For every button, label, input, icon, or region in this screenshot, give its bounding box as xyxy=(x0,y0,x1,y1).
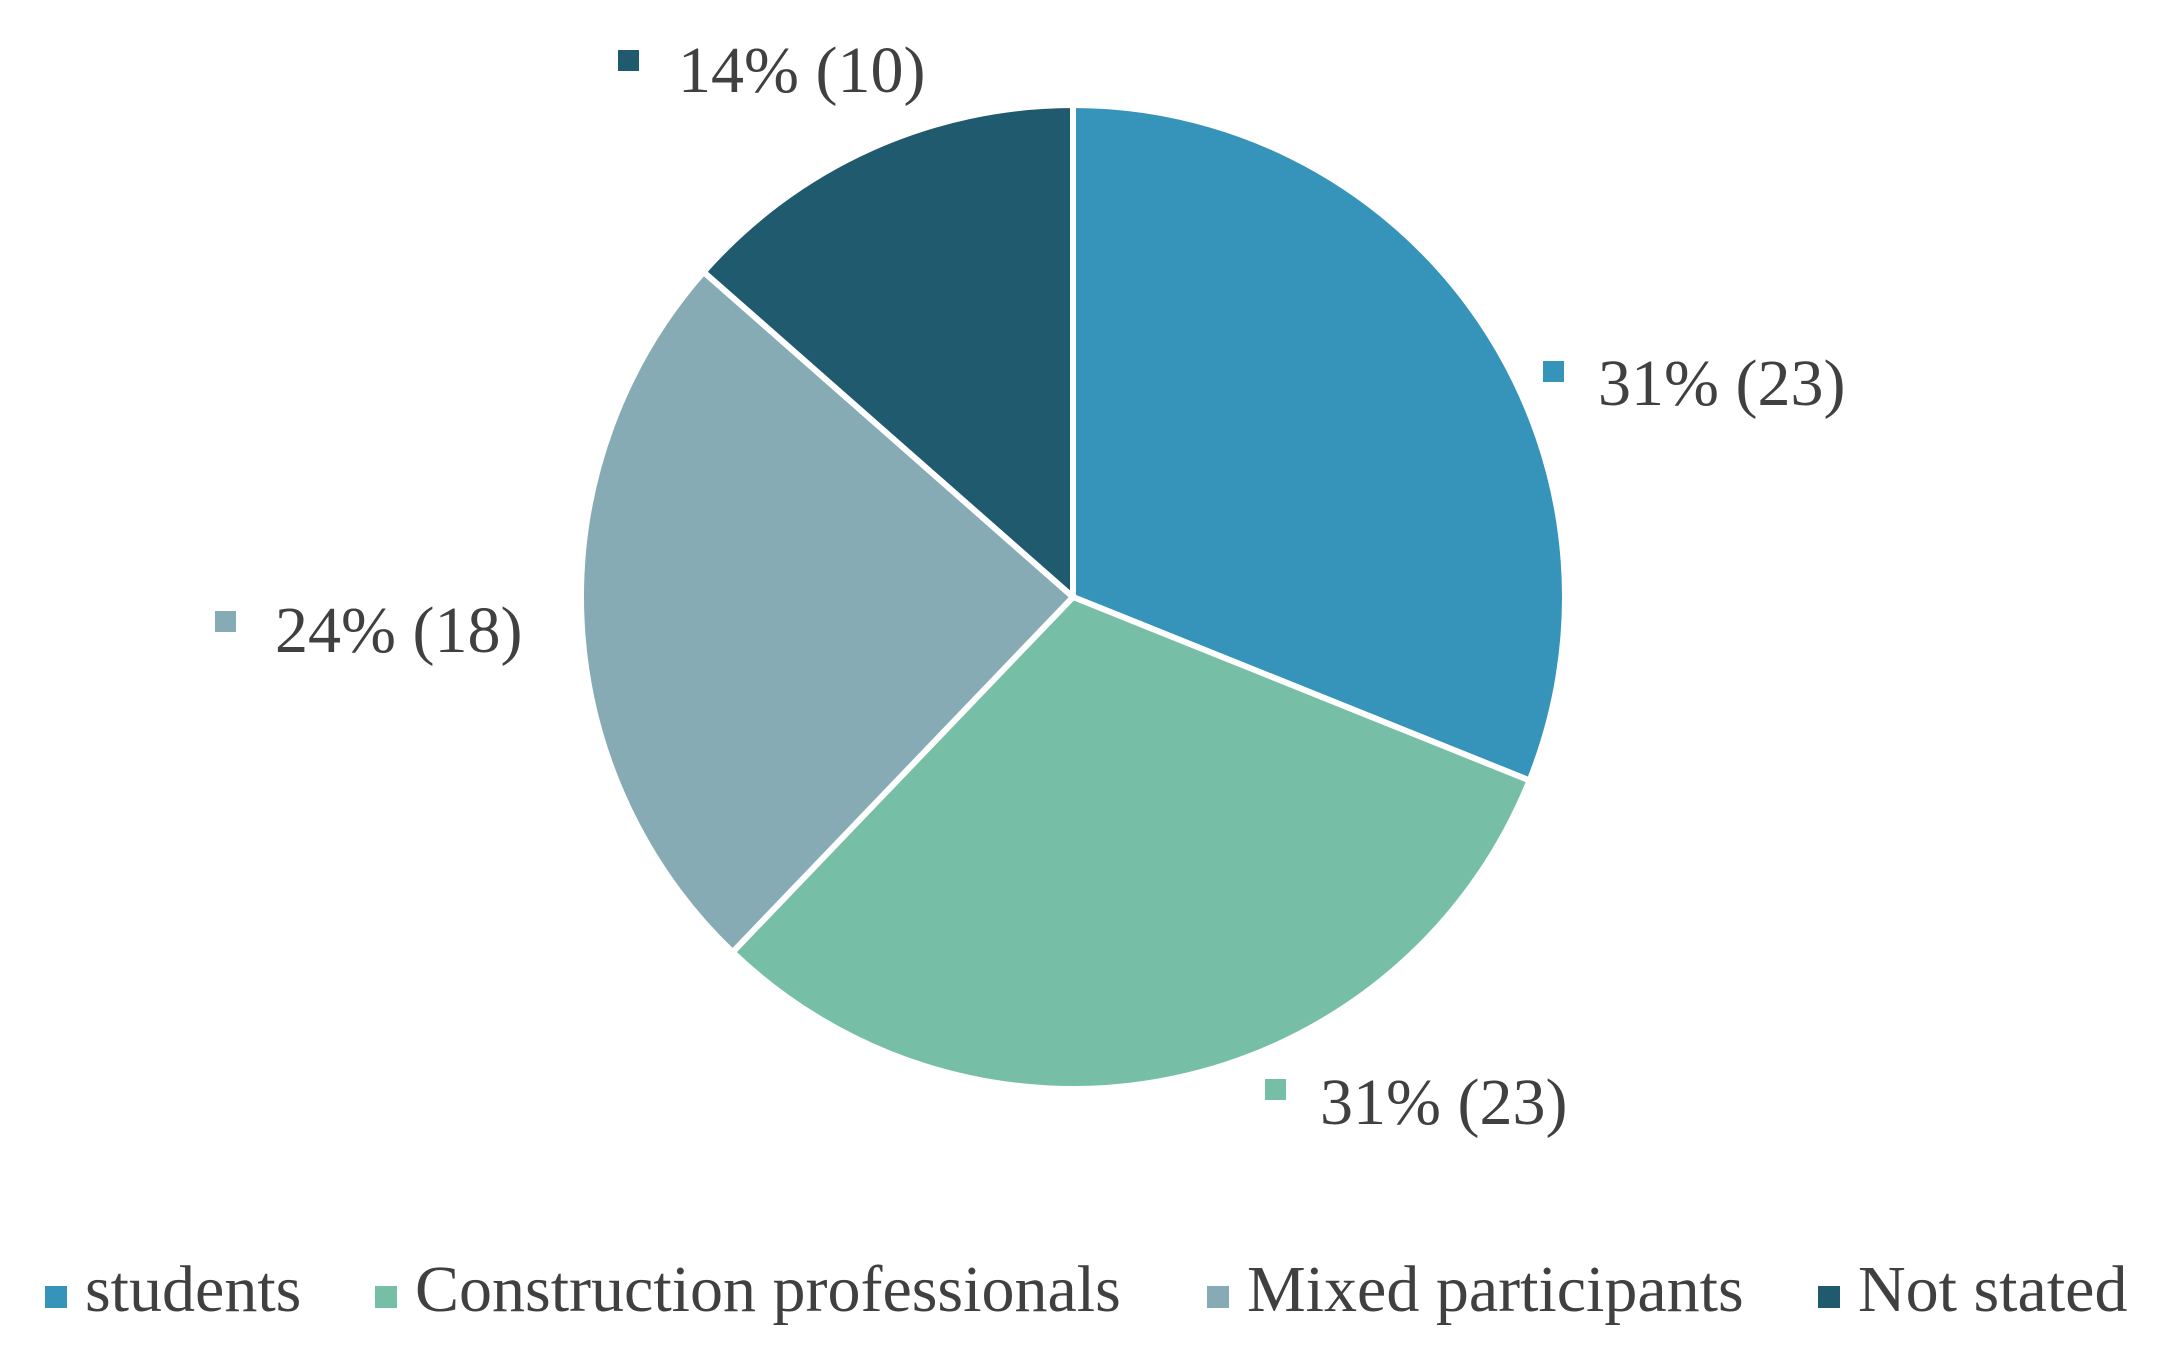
data-label-marker xyxy=(1543,361,1564,382)
data-label: 14% (10) xyxy=(678,34,925,107)
data-label-marker xyxy=(618,50,639,71)
legend-swatch xyxy=(45,1286,67,1308)
legend-swatch xyxy=(1818,1286,1840,1308)
legend-swatch xyxy=(375,1286,397,1308)
data-label-marker xyxy=(215,611,236,632)
pie-slice-construction-professionals xyxy=(729,594,1533,1092)
legend-item: Construction professionals xyxy=(375,1253,1121,1326)
pie-slice-not-stated xyxy=(700,102,1076,600)
pie-slice-students xyxy=(1070,102,1568,784)
data-label: 24% (18) xyxy=(275,594,522,667)
legend-label: Mixed participants xyxy=(1247,1253,1744,1326)
legend-label: Construction professionals xyxy=(415,1253,1121,1326)
legend-item: students xyxy=(45,1253,301,1326)
legend: students Construction professionals Mixed … xyxy=(45,1253,2127,1326)
data-labels: 31% (23) 31% (23) 24% (18) 14% (10) xyxy=(215,34,1845,1139)
legend-item: Mixed participants xyxy=(1207,1253,1744,1326)
legend-item: Not stated xyxy=(1818,1253,2127,1326)
legend-swatch xyxy=(1207,1286,1229,1308)
legend-label: students xyxy=(85,1253,301,1326)
pie-slices xyxy=(578,102,1568,1092)
data-label: 31% (23) xyxy=(1598,347,1845,420)
legend-label: Not stated xyxy=(1858,1253,2127,1326)
data-label-marker xyxy=(1265,1079,1286,1100)
pie-slice-mixed-participants xyxy=(578,268,1076,956)
data-label: 31% (23) xyxy=(1320,1066,1567,1139)
